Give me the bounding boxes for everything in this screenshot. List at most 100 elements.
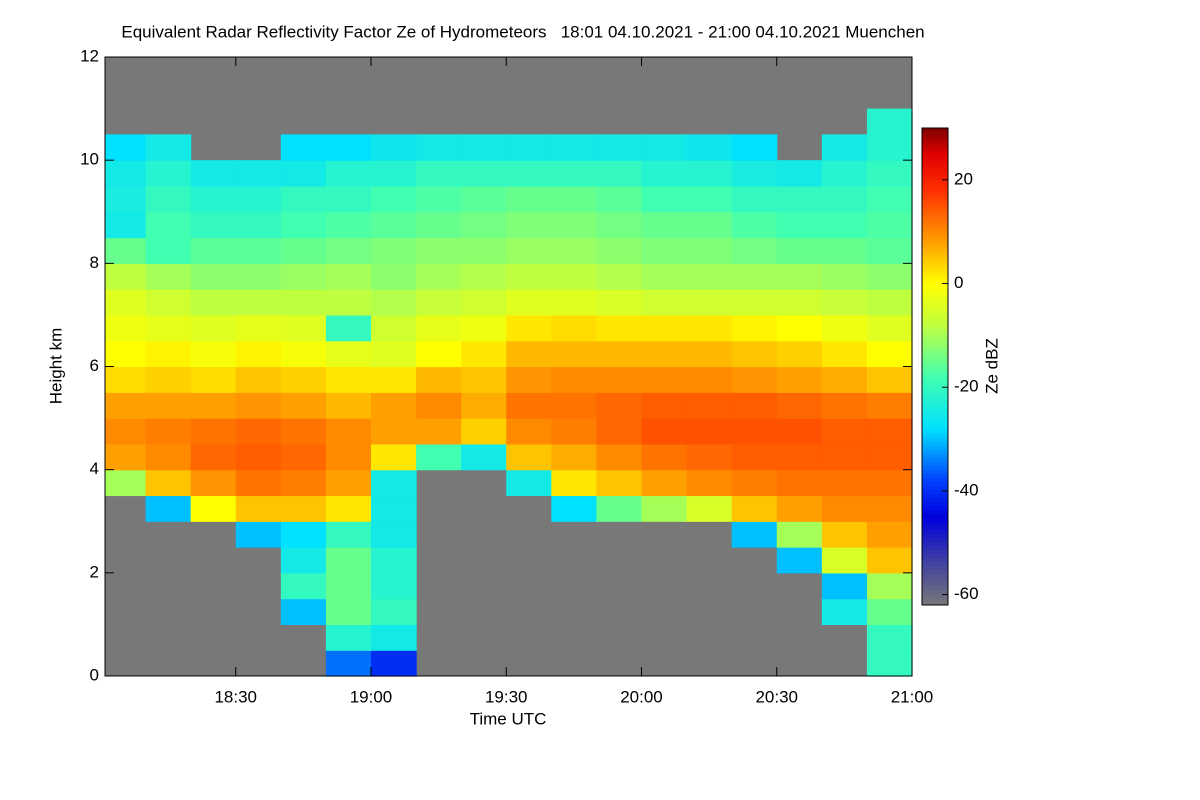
colorbar-segment bbox=[922, 211, 948, 216]
heatmap-cell bbox=[280, 340, 327, 368]
colorbar-segment bbox=[922, 203, 948, 208]
heatmap-cell bbox=[280, 366, 327, 393]
heatmap-cell bbox=[105, 134, 147, 161]
heatmap-cell bbox=[105, 211, 147, 239]
heatmap-cell bbox=[866, 650, 913, 677]
heatmap-cell bbox=[686, 469, 733, 497]
heatmap-cell bbox=[325, 443, 372, 471]
heatmap-cell bbox=[641, 366, 688, 393]
heatmap-cell bbox=[461, 289, 507, 316]
heatmap-cell bbox=[370, 418, 417, 445]
heatmap-cell bbox=[105, 469, 147, 497]
colorbar-segment bbox=[922, 541, 948, 546]
heatmap-cell bbox=[866, 598, 913, 626]
colorbar-segment bbox=[922, 175, 948, 181]
colorbar-segment bbox=[922, 255, 948, 260]
heatmap-cell bbox=[145, 185, 192, 213]
heatmap-cell bbox=[370, 469, 417, 497]
heatmap-cell bbox=[821, 160, 868, 187]
heatmap-cell bbox=[325, 495, 372, 522]
colorbar-segment bbox=[922, 513, 948, 519]
heatmap-cell bbox=[235, 237, 282, 264]
heatmap-cell bbox=[370, 160, 417, 187]
colorbar-segment bbox=[922, 235, 948, 240]
heatmap-cell bbox=[145, 134, 192, 161]
heatmap-cell bbox=[461, 366, 507, 393]
heatmap-cell bbox=[776, 160, 823, 187]
y-tick-label: 4 bbox=[90, 459, 99, 478]
colorbar-segment bbox=[922, 259, 948, 264]
heatmap-cell bbox=[866, 160, 913, 187]
heatmap-cell bbox=[686, 211, 733, 239]
heatmap-cell bbox=[325, 263, 372, 290]
colorbar-segment bbox=[922, 239, 948, 244]
heatmap-cell bbox=[866, 185, 913, 213]
heatmap-cell bbox=[596, 185, 643, 213]
y-tick-label: 2 bbox=[90, 562, 99, 581]
heatmap-cell bbox=[325, 598, 372, 626]
heatmap-cell bbox=[506, 392, 552, 419]
heatmap-cell bbox=[821, 598, 868, 626]
heatmap-cell bbox=[821, 572, 868, 600]
colorbar-segment bbox=[922, 414, 948, 419]
heatmap-cell bbox=[235, 289, 282, 316]
y-axis-label: Height km bbox=[46, 328, 65, 405]
colorbar-frame bbox=[921, 127, 949, 606]
colorbar-segment bbox=[922, 358, 948, 364]
heatmap-cell bbox=[370, 314, 417, 342]
heatmap-cell bbox=[686, 134, 733, 161]
heatmap-cell bbox=[551, 392, 598, 419]
colorbar-segment bbox=[922, 390, 948, 395]
heatmap-cell bbox=[821, 495, 868, 522]
colorbar-segment bbox=[922, 310, 948, 316]
heatmap-cell bbox=[145, 469, 192, 497]
heatmap-cell bbox=[416, 314, 462, 342]
heatmap-cell bbox=[551, 289, 598, 316]
colorbar-segment bbox=[922, 163, 948, 169]
heatmap-cell bbox=[416, 418, 462, 445]
x-tick-label: 18:30 bbox=[214, 687, 257, 706]
colorbar-segment bbox=[922, 601, 948, 606]
colorbar-segment bbox=[922, 290, 948, 296]
heatmap-cell bbox=[821, 237, 868, 264]
heatmap-cell bbox=[551, 340, 598, 368]
colorbar-segment bbox=[922, 318, 948, 324]
heatmap-cell bbox=[866, 469, 913, 497]
heatmap-cell bbox=[370, 366, 417, 393]
colorbar-segment bbox=[922, 406, 948, 411]
x-tick-label: 21:00 bbox=[891, 687, 934, 706]
colorbar-segment bbox=[922, 275, 948, 280]
heatmap-cell bbox=[370, 521, 417, 548]
heatmap-cell bbox=[686, 340, 733, 368]
colorbar-segment bbox=[922, 326, 948, 332]
heatmap-cell bbox=[190, 443, 237, 471]
heatmap-cell bbox=[641, 160, 688, 187]
heatmap-cell bbox=[105, 366, 147, 393]
heatmap-cell bbox=[641, 469, 688, 497]
heatmap-cell bbox=[145, 211, 192, 239]
colorbar-segment bbox=[922, 505, 948, 511]
heatmap-cell bbox=[506, 134, 552, 161]
heatmap-cell bbox=[641, 392, 688, 419]
heatmap-cell bbox=[280, 211, 327, 239]
colorbar-segment bbox=[922, 279, 948, 284]
heatmap-cell bbox=[325, 314, 372, 342]
heatmap-cell bbox=[731, 521, 778, 548]
heatmap-cell bbox=[145, 495, 192, 522]
heatmap-cell bbox=[145, 366, 192, 393]
heatmap-cell bbox=[731, 211, 778, 239]
colorbar-segment bbox=[922, 593, 948, 598]
y-tick-label: 12 bbox=[80, 46, 99, 65]
colorbar-segment bbox=[922, 382, 948, 387]
heatmap-cell bbox=[370, 289, 417, 316]
colorbar-segment bbox=[922, 501, 948, 507]
colorbar-segment bbox=[922, 167, 948, 173]
heatmap-cell bbox=[235, 211, 282, 239]
colorbar-segment bbox=[922, 346, 948, 352]
heatmap-cell bbox=[325, 340, 372, 368]
heatmap-cell bbox=[325, 521, 372, 548]
colorbar-segment bbox=[922, 485, 948, 491]
heatmap-cell bbox=[731, 495, 778, 522]
colorbar-segment bbox=[922, 131, 948, 137]
